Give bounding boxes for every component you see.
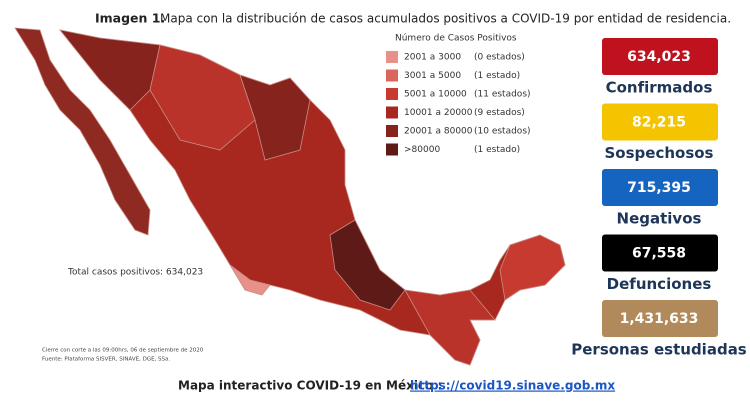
stat-box <box>602 169 718 206</box>
stat-label: Negativos <box>617 210 702 228</box>
figure-title: Mapa con la distribución de casos acumul… <box>160 12 731 26</box>
stat-box <box>602 234 718 272</box>
legend-states: (9 estados) <box>474 108 525 118</box>
stat-box <box>602 103 718 141</box>
baja-california <box>14 27 151 236</box>
footer-text: Mapa interactivo COVID-19 en México : <box>178 379 442 393</box>
legend-range: 20001 a 80000 <box>404 127 473 137</box>
legend-swatch <box>386 88 398 100</box>
legend-swatch <box>386 69 398 82</box>
note: Cierre con corte a las 09:00hrs, 06 de s… <box>42 348 204 354</box>
legend-states: (1 estado) <box>474 71 520 81</box>
stat-value: 67,558 <box>632 246 686 262</box>
stats-panel: 634,023 Confirmados 82,215 Sospechosos 715,3… <box>571 38 747 359</box>
legend-swatch <box>386 106 398 119</box>
stat-label: Sospechosos <box>605 144 714 162</box>
legend-range: 5001 a 10000 <box>404 90 467 100</box>
legend-states: (0 estados) <box>474 53 525 63</box>
stat-value: 82,215 <box>632 115 686 131</box>
figure-label: Imagen 1. <box>95 11 165 26</box>
chihuahua <box>149 44 256 151</box>
stat-label: Confirmados <box>606 79 713 97</box>
legend: Número de Casos Positivos 2001 a 3000 (0 … <box>386 34 531 156</box>
coahuila <box>239 74 311 161</box>
legend-swatch <box>386 125 398 137</box>
legend-range: 10001 a 20000 <box>404 108 473 118</box>
legend-range: >80000 <box>404 145 440 155</box>
chiapas <box>404 289 496 366</box>
yucatan <box>499 234 566 301</box>
legend-range: 3001 a 5000 <box>404 71 461 81</box>
cdmx-region <box>329 219 406 311</box>
legend-states: (11 estados) <box>474 90 531 100</box>
legend-states: (10 estados) <box>474 127 531 137</box>
legend-title: Número de Casos Positivos <box>395 34 517 44</box>
sonora <box>59 29 161 111</box>
footer-link[interactable]: https://covid19.sinave.gob.mx <box>410 379 615 393</box>
legend-range: 2001 a 3000 <box>404 53 461 63</box>
stat-box <box>602 38 718 75</box>
legend-swatch <box>386 51 398 63</box>
colima <box>229 264 271 296</box>
stat-label: Personas estudiadas <box>571 341 747 359</box>
stat-box <box>602 300 718 337</box>
map <box>14 27 566 366</box>
stat-label: Defunciones <box>607 275 712 293</box>
stat-value: 715,395 <box>627 180 691 196</box>
legend-states: (1 estado) <box>474 145 520 155</box>
stat-value: 634,023 <box>627 49 691 65</box>
stat-value: 1,431,633 <box>620 311 699 327</box>
note: Fuente: Plataforma SISVER, SINAVE, DGE, … <box>42 357 170 363</box>
map-total: Total casos positivos: 634,023 <box>67 268 203 278</box>
legend-swatch <box>386 143 398 156</box>
